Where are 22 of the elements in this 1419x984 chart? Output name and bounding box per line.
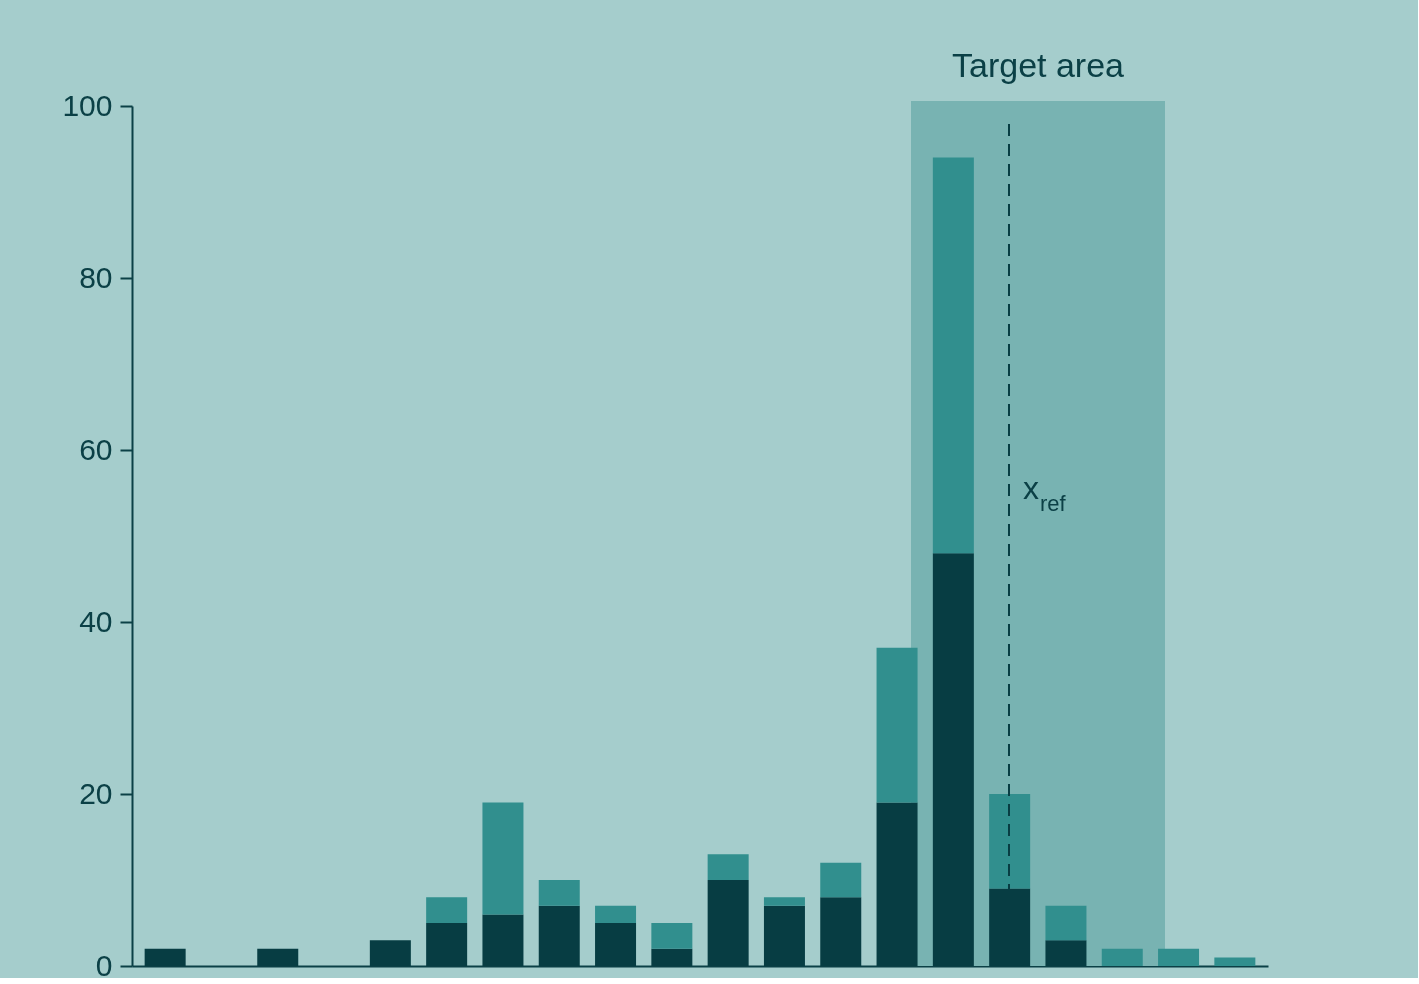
bar	[1214, 957, 1256, 966]
bar	[1101, 948, 1143, 966]
bar	[707, 854, 749, 880]
y-tick-label: 100	[62, 88, 113, 122]
y-tick-label: 20	[79, 776, 113, 810]
y-tick-label: 80	[79, 260, 113, 294]
bar	[482, 802, 524, 915]
bar	[595, 905, 637, 923]
y-tick-label: 40	[79, 604, 113, 638]
y-tick-label: 60	[79, 432, 113, 466]
bar	[426, 897, 468, 923]
bar	[1158, 948, 1200, 966]
bar	[820, 862, 862, 898]
bar	[651, 923, 693, 949]
text: Target area	[952, 46, 1125, 84]
bar	[876, 647, 918, 803]
bar	[1045, 905, 1087, 941]
bar	[538, 880, 580, 906]
bar	[763, 897, 805, 906]
bar	[989, 794, 1031, 889]
bar	[932, 157, 974, 554]
y-tick-label: 0	[95, 948, 113, 982]
